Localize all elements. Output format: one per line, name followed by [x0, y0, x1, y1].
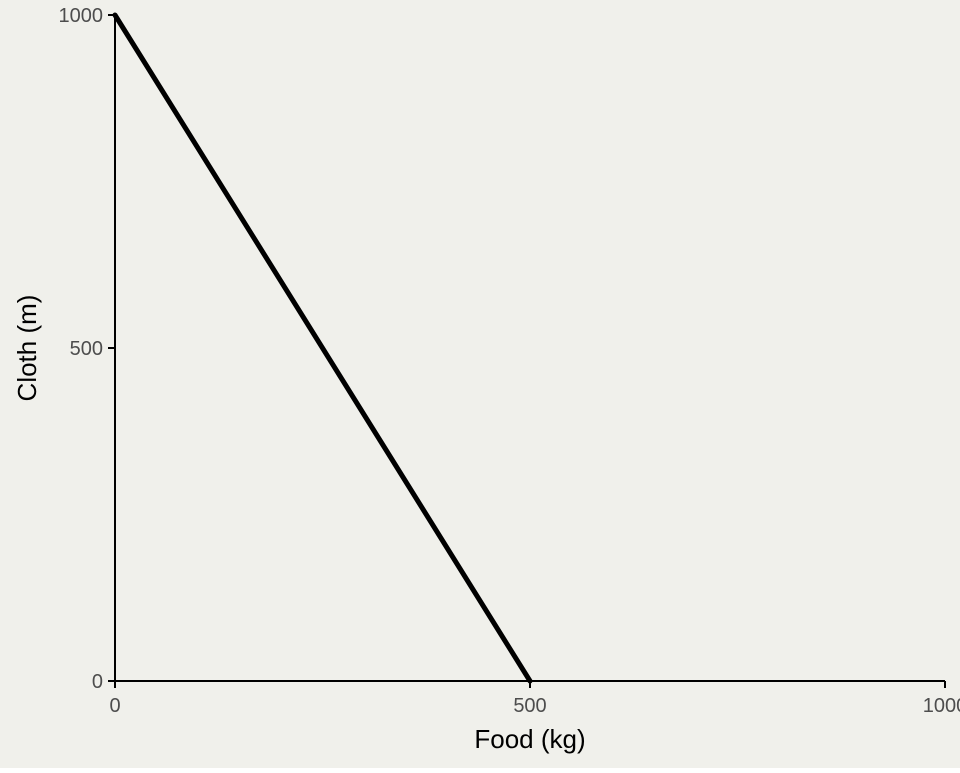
y-tick-label: 0	[92, 671, 103, 693]
x-tick-label: 1000	[923, 695, 960, 717]
x-tick-label: 0	[109, 695, 120, 717]
x-tick-label: 500	[513, 695, 546, 717]
y-axis-title: Cloth (m)	[12, 295, 42, 402]
y-tick-label: 1000	[59, 5, 104, 27]
y-tick-label: 500	[70, 338, 103, 360]
x-axis-title: Food (kg)	[474, 724, 585, 754]
